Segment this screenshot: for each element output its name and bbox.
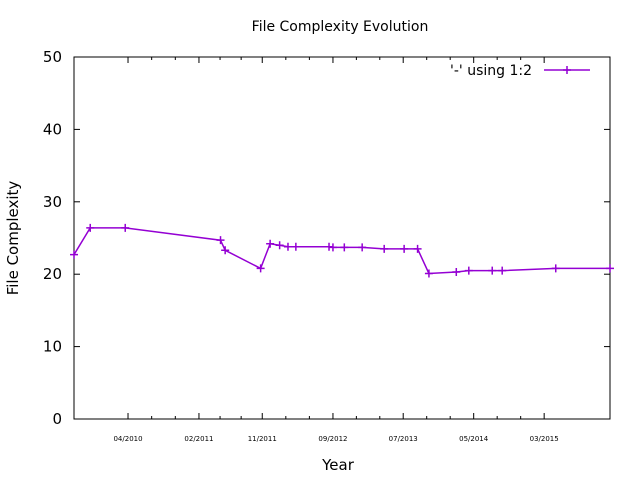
data-point-marker — [464, 266, 473, 275]
data-point-marker — [70, 250, 78, 259]
data-point-marker — [551, 264, 560, 273]
y-tick-label: 50 — [43, 48, 62, 66]
data-point-marker — [424, 269, 433, 278]
y-axis: 0 10 20 30 40 50 — [43, 48, 610, 428]
data-point-marker — [266, 239, 275, 248]
data-point-marker — [606, 264, 614, 273]
data-point-marker — [256, 264, 265, 273]
data-point-marker — [291, 242, 300, 251]
data-point-marker — [340, 243, 349, 252]
legend-swatch-marker — [563, 66, 571, 74]
data-point-marker — [86, 223, 95, 232]
data-point-marker — [221, 246, 230, 255]
data-point-marker — [452, 268, 461, 277]
legend: '-' using 1:2 — [450, 63, 590, 79]
y-tick-label: 20 — [43, 265, 62, 283]
x-tick-label: 09/2012 — [318, 435, 347, 443]
chart-title: File Complexity Evolution — [252, 19, 429, 35]
plot-frame — [73, 56, 611, 420]
x-axis: 04/2010 02/2011 11/2011 09/2012 07/2013 05/20… — [113, 57, 559, 443]
data-point-marker — [283, 242, 292, 251]
x-tick-label: 07/2013 — [389, 435, 418, 443]
x-tick-label: 02/2011 — [184, 435, 213, 443]
data-point-marker — [413, 244, 422, 253]
data-point-marker — [358, 243, 367, 252]
x-tick-label: 11/2011 — [248, 435, 277, 443]
data-point-marker — [380, 244, 389, 253]
y-axis-label: File Complexity — [4, 181, 22, 296]
legend-label: '-' using 1:2 — [450, 63, 532, 79]
y-tick-label: 10 — [43, 338, 62, 356]
series-layer — [70, 223, 614, 278]
data-point-marker — [488, 266, 497, 275]
data-point-marker — [328, 243, 337, 252]
data-point-marker — [275, 241, 284, 250]
x-tick-label: 05/2014 — [459, 435, 489, 443]
y-tick-label: 40 — [43, 120, 62, 138]
x-axis-label: Year — [321, 456, 355, 474]
data-point-marker — [498, 266, 507, 275]
data-point-marker — [121, 223, 130, 232]
y-tick-label: 30 — [43, 193, 62, 211]
y-tick-label: 0 — [52, 410, 62, 428]
data-point-marker — [216, 236, 225, 245]
data-point-marker — [400, 244, 409, 253]
x-tick-label: 03/2015 — [530, 435, 559, 443]
x-tick-label: 04/2010 — [113, 435, 142, 443]
